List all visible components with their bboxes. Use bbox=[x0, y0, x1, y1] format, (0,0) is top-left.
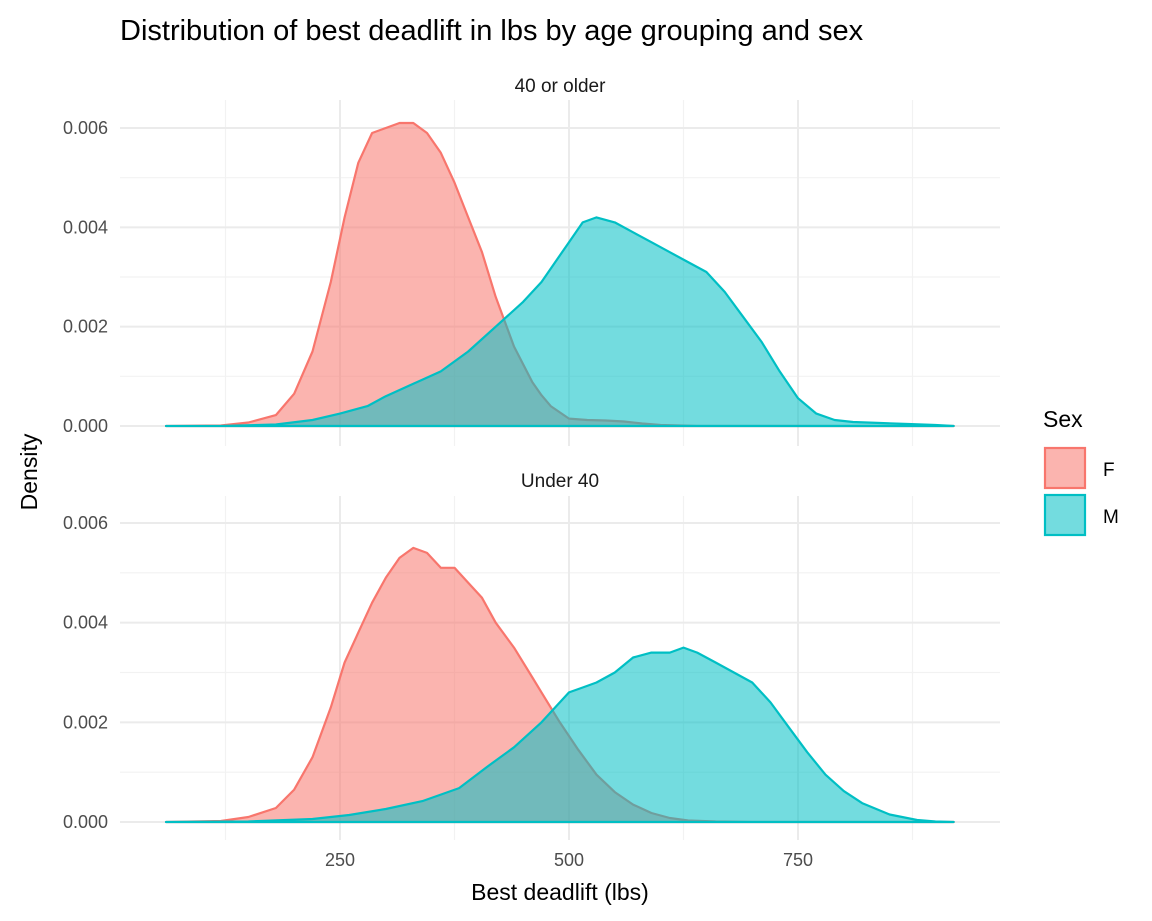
y-tick-label: 0.006 bbox=[63, 118, 108, 138]
legend-key-m bbox=[1043, 493, 1087, 537]
y-tick-label: 0.004 bbox=[63, 217, 108, 237]
x-tick-label: 500 bbox=[554, 850, 584, 870]
panel-strip-label-top: 40 or older bbox=[515, 76, 607, 97]
x-tick-label: 750 bbox=[783, 850, 813, 870]
panel-strip-label-bottom: Under 40 bbox=[521, 471, 599, 492]
legend-label-m: M bbox=[1103, 507, 1119, 528]
density-area-m bbox=[164, 646, 955, 824]
legend-key-f bbox=[1043, 446, 1087, 490]
y-tick-label: 0.002 bbox=[63, 712, 108, 732]
panel-under-40: 0.000 0.002 0.004 0.006 bbox=[63, 496, 1000, 840]
chart-title: Distribution of best deadlift in lbs by … bbox=[120, 15, 864, 47]
y-tick-label: 0.000 bbox=[63, 416, 108, 436]
y-tick-label: 0.006 bbox=[63, 513, 108, 533]
x-axis-tick-labels: 250 500 750 bbox=[325, 850, 813, 870]
y-tick-label: 0.004 bbox=[63, 613, 108, 633]
y-tick-label: 0.000 bbox=[63, 812, 108, 832]
y-axis-title: Density bbox=[16, 433, 42, 510]
legend-title: Sex bbox=[1043, 406, 1083, 432]
x-tick-label: 250 bbox=[325, 850, 355, 870]
legend: Sex F M bbox=[1043, 406, 1119, 537]
density-area-m bbox=[164, 216, 955, 428]
panel-40-or-older: 0.000 0.002 0.004 0.006 bbox=[63, 100, 1000, 446]
y-tick-label: 0.002 bbox=[63, 317, 108, 337]
legend-label-f: F bbox=[1103, 460, 1115, 481]
x-axis-title: Best deadlift (lbs) bbox=[471, 879, 649, 905]
